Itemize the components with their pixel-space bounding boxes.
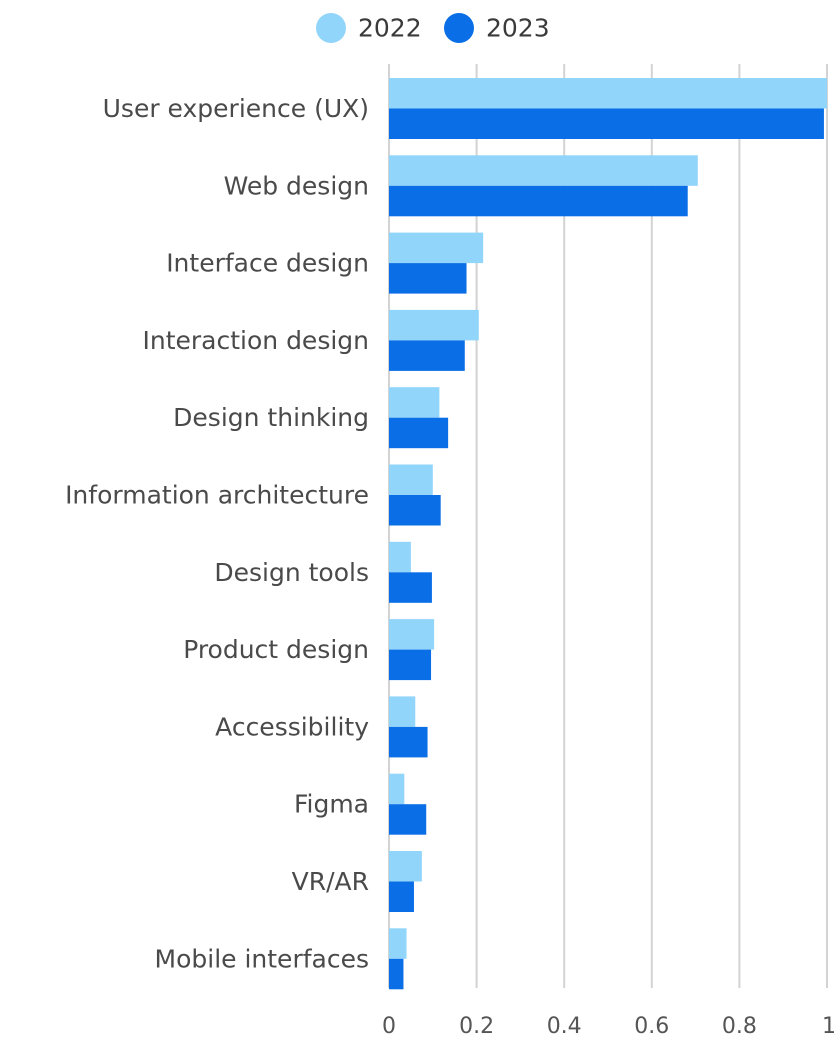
category-label: Product design [183,635,369,664]
bar-2022-6 [389,541,411,573]
bar-2023-9 [389,804,427,835]
bar-2023-5 [389,495,441,526]
legend-label: 2022 [358,14,422,43]
legend-label: 2023 [486,14,550,43]
category-label: Design tools [214,558,369,587]
category-label: Web design [224,171,369,200]
chart-legend: 2022 2023 [316,13,550,43]
x-tick-label: 0.6 [634,1014,669,1039]
bar-2023-2 [389,263,467,294]
bar-2022-3 [389,309,479,341]
x-tick-label: 0 [382,1014,396,1039]
category-label: Interaction design [142,326,369,355]
bar-2022-9 [389,773,405,805]
bar-2022-1 [389,155,698,186]
bar-2023-1 [389,185,688,217]
category-label: Design thinking [173,403,369,432]
bar-2022-4 [389,387,440,418]
bar-2022-0 [389,78,827,109]
legend-item-2023[interactable]: 2023 [444,13,550,43]
x-tick-label: 0.2 [459,1014,494,1039]
bar-2023-10 [389,881,414,912]
bar-2023-6 [389,572,432,603]
bar-2023-3 [389,340,465,371]
bars [389,78,827,990]
bar-2023-7 [389,649,432,681]
bar-2023-8 [389,726,428,758]
bar-2023-4 [389,417,449,449]
bar-2022-5 [389,464,433,495]
category-label: VR/AR [292,867,369,896]
legend-item-2022[interactable]: 2022 [316,13,422,43]
category-label: User experience (UX) [103,94,369,123]
category-labels: User experience (UX) Web design Interface … [65,94,369,973]
bar-2023-11 [389,958,404,990]
category-label: Mobile interfaces [155,944,369,973]
legend-swatch [316,13,346,43]
x-tick-label: 0.8 [722,1014,757,1039]
bar-2022-10 [389,851,422,882]
bar-2022-8 [389,696,416,727]
x-tick-label: 0.4 [547,1014,582,1039]
bar-2022-7 [389,619,435,650]
bar-2022-2 [389,232,484,264]
category-label: Figma [294,790,369,819]
x-tick-label: 1 [822,1014,836,1039]
bar-2022-11 [389,928,407,959]
x-tick-labels: 0 0.2 0.4 0.6 0.8 1 [382,1014,836,1039]
category-label: Interface design [166,249,369,278]
bar-2023-0 [389,108,824,139]
category-label: Accessibility [215,712,369,741]
category-label: Information architecture [65,481,369,510]
legend-swatch [444,13,474,43]
